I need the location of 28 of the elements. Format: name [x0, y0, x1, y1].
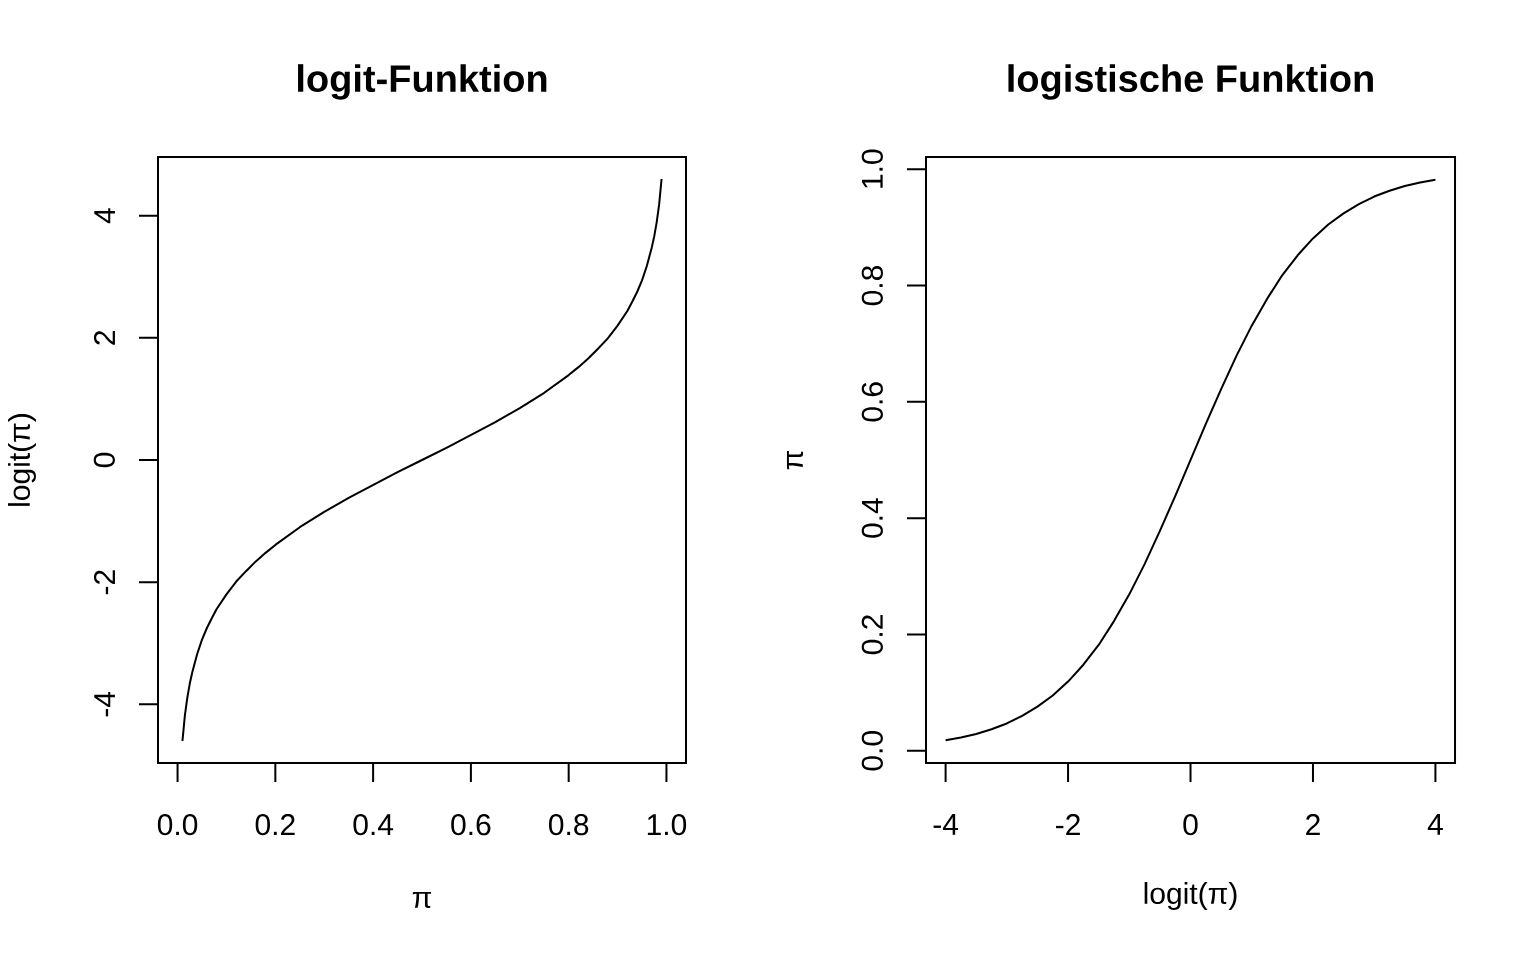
x-tick-label: 4: [1427, 814, 1443, 835]
y-tick-label: 0.4: [861, 498, 883, 538]
x-tick-label: 0: [1183, 814, 1198, 836]
y-tick-label: 0.0: [861, 731, 883, 771]
y-axis-title: π: [786, 450, 804, 470]
y-tick-label: 1.0: [861, 149, 883, 188]
x-tick-label: 0.2: [255, 814, 295, 836]
y-tick-label: 0.6: [861, 382, 883, 422]
y-tick-label: 0: [93, 452, 115, 468]
x-axis-title: logit(π): [1144, 882, 1237, 910]
y-tick-label: 4: [94, 208, 115, 224]
x-tick-label: 0.0: [157, 814, 198, 836]
y-tick-label: 0.8: [861, 265, 883, 306]
y-tick-label: -2: [93, 570, 115, 595]
x-tick-label: 0.8: [548, 814, 589, 836]
y-tick-label: 2: [93, 330, 115, 345]
x-axis-title: π: [412, 891, 432, 909]
y-tick-label: -4: [94, 691, 115, 717]
x-tick-label: -2: [1056, 814, 1080, 836]
y-tick-label: 0.2: [861, 615, 883, 655]
x-tick-label: -4: [933, 814, 959, 835]
x-tick-label: 1.0: [647, 814, 687, 836]
y-axis-title: logit(π): [8, 414, 36, 506]
chart-title: logit-Funktion: [298, 64, 547, 100]
chart-title: logistische Funktion: [1008, 64, 1373, 100]
x-tick-label: 2: [1306, 814, 1320, 836]
x-tick-label: 0.4: [353, 814, 394, 836]
x-tick-label: 0.6: [451, 814, 491, 836]
